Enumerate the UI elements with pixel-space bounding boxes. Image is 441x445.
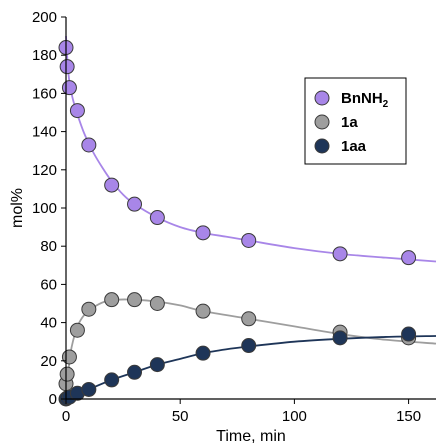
data-point-1a xyxy=(104,292,120,308)
y-tick-label: 100 xyxy=(32,200,57,217)
y-tick-label: 40 xyxy=(40,315,57,332)
data-point-BnNH2 xyxy=(69,103,85,119)
legend-marker-1aa xyxy=(314,138,330,154)
fit-curve-1a xyxy=(65,298,437,400)
data-point-BnNH2 xyxy=(127,196,143,212)
y-tick-label: 80 xyxy=(40,238,57,255)
data-point-BnNH2 xyxy=(241,232,257,248)
data-point-BnNH2 xyxy=(61,80,77,96)
data-point-BnNH2 xyxy=(59,59,75,75)
data-point-1a xyxy=(69,322,85,338)
legend-label-BnNH2: BnNH2 xyxy=(341,90,389,110)
data-point-1aa xyxy=(195,345,211,361)
data-point-1aa xyxy=(104,372,120,388)
fit-curve-BnNH2 xyxy=(65,36,437,263)
legend-marker-1a xyxy=(314,114,330,130)
x-tick-label: 100 xyxy=(282,408,307,425)
y-axis-label: mol% xyxy=(9,188,26,228)
data-point-1aa xyxy=(332,330,348,346)
data-point-BnNH2 xyxy=(149,210,165,226)
data-point-BnNH2 xyxy=(401,250,417,266)
data-point-BnNH2 xyxy=(104,177,120,193)
axes xyxy=(61,16,436,404)
y-tick-label: 0 xyxy=(49,391,57,408)
y-tick-label: 200 xyxy=(32,9,57,26)
legend-label-subscript: 2 xyxy=(383,99,389,110)
data-point-BnNH2 xyxy=(195,225,211,241)
legend-label-main: 1a xyxy=(341,114,358,131)
data-point-1a xyxy=(241,311,257,327)
tick-labels: 0 20 40 60 80 100 120 140 160 180 200 0 50 100 150 xyxy=(32,9,421,425)
data-point-1a xyxy=(81,301,97,317)
data-point-1aa xyxy=(81,381,97,397)
legend-label-1aa: 1aa xyxy=(341,138,367,155)
data-point-1aa xyxy=(149,357,165,373)
data-point-1a xyxy=(195,303,211,319)
data-point-BnNH2 xyxy=(81,137,97,153)
y-tick-label: 20 xyxy=(40,353,57,370)
y-tick-label: 160 xyxy=(32,85,57,102)
legend-label-main: 1aa xyxy=(341,138,367,155)
data-point-1aa xyxy=(401,326,417,342)
data-point-1a xyxy=(127,292,143,308)
legend-label-main: BnNH xyxy=(341,90,383,107)
legend: BnNH2 1a 1aa xyxy=(304,77,407,165)
data-point-BnNH2 xyxy=(332,246,348,262)
x-tick-label: 0 xyxy=(62,408,70,425)
x-tick-label: 150 xyxy=(396,408,421,425)
y-tick-label: 60 xyxy=(40,276,57,293)
x-axis-label: Time, min xyxy=(216,428,286,445)
data-point-1aa xyxy=(241,338,257,354)
data-points xyxy=(58,40,417,407)
legend-marker-BnNH2 xyxy=(314,90,330,106)
data-point-1a xyxy=(61,349,77,365)
data-point-1aa xyxy=(127,364,143,380)
data-point-1a xyxy=(59,366,75,382)
data-point-1a xyxy=(149,296,165,311)
y-tick-label: 120 xyxy=(32,162,57,179)
x-tick-label: 50 xyxy=(172,408,189,425)
y-tick-label: 180 xyxy=(32,47,57,64)
legend-label-1a: 1a xyxy=(341,114,358,131)
y-tick-label: 140 xyxy=(32,124,57,141)
